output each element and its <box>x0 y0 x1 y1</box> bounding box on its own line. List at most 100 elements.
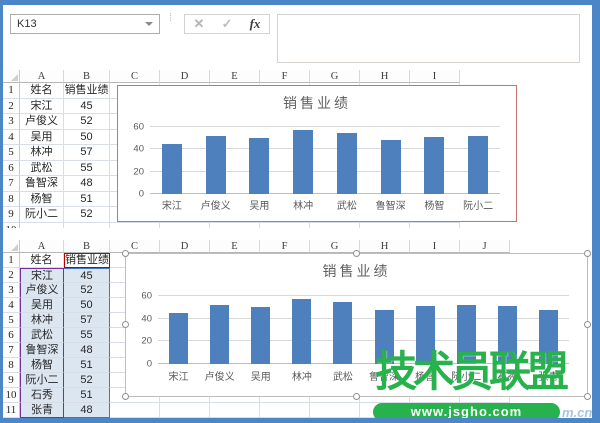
cell[interactable]: 48 <box>64 343 110 358</box>
bar[interactable] <box>424 137 445 194</box>
cell[interactable] <box>310 222 360 228</box>
cell[interactable] <box>410 222 460 228</box>
column-header[interactable]: A <box>20 70 64 83</box>
column-header[interactable]: C <box>110 240 160 253</box>
cell[interactable]: 杨智 <box>20 191 64 207</box>
cell[interactable]: 52 <box>64 283 110 298</box>
row-header[interactable]: 2 <box>3 268 20 283</box>
bar[interactable] <box>161 143 182 194</box>
cell[interactable]: 55 <box>64 160 110 176</box>
enter-icon[interactable]: ✓ <box>221 16 233 31</box>
chart-selection-handle[interactable] <box>122 321 129 328</box>
cell[interactable] <box>260 403 310 418</box>
cell[interactable]: 50 <box>64 298 110 313</box>
cell[interactable]: 姓名 <box>20 83 64 99</box>
sales-chart-updated[interactable]: 销售业绩 0 20 40 60 宋江 卢俊义 吴用 林冲 武松 鲁智深 杨智 阮小二 石秀 张青 <box>122 250 591 400</box>
row-header[interactable]: 8 <box>3 358 20 373</box>
name-box[interactable]: K13 <box>10 14 160 34</box>
select-all-corner[interactable] <box>3 70 20 83</box>
bar[interactable] <box>538 309 558 364</box>
cell[interactable]: 宋江 <box>20 98 64 114</box>
chart-selection-handle[interactable] <box>352 250 360 257</box>
cell[interactable] <box>110 403 160 418</box>
bar[interactable] <box>497 306 517 364</box>
bar[interactable] <box>333 301 353 364</box>
row-header[interactable]: 7 <box>3 176 20 192</box>
cell[interactable] <box>160 403 210 418</box>
cell[interactable]: 石秀 <box>20 388 64 403</box>
cell[interactable]: 48 <box>64 176 110 192</box>
cell[interactable]: 51 <box>64 358 110 373</box>
row-header[interactable]: 5 <box>3 145 20 161</box>
bar[interactable] <box>249 138 270 194</box>
chart-selection-handle[interactable] <box>122 250 129 257</box>
cell[interactable]: 52 <box>64 114 110 130</box>
row-header[interactable]: 9 <box>3 207 20 223</box>
row-header[interactable]: 4 <box>3 298 20 313</box>
chart-selection-handle[interactable] <box>352 393 360 400</box>
cell[interactable]: 销售业绩 <box>64 253 110 268</box>
bar[interactable] <box>374 309 394 364</box>
row-header[interactable]: 2 <box>3 98 20 114</box>
cell[interactable]: 鲁智深 <box>20 343 64 358</box>
cell[interactable] <box>64 222 110 228</box>
cell[interactable]: 杨智 <box>20 358 64 373</box>
column-header[interactable]: A <box>20 240 64 253</box>
cell[interactable]: 姓名 <box>20 253 64 268</box>
cell[interactable]: 55 <box>64 328 110 343</box>
bar[interactable] <box>205 135 226 194</box>
column-header[interactable]: G <box>310 240 360 253</box>
chart-selection-handle[interactable] <box>122 393 129 400</box>
formula-bar[interactable] <box>277 14 580 63</box>
bar[interactable] <box>336 132 357 194</box>
bar[interactable] <box>456 305 476 364</box>
row-header[interactable]: 7 <box>3 343 20 358</box>
cell[interactable]: 51 <box>64 388 110 403</box>
cell[interactable]: 48 <box>64 403 110 418</box>
cell[interactable]: 52 <box>64 373 110 388</box>
column-header[interactable]: J <box>460 240 510 253</box>
row-header[interactable]: 3 <box>3 114 20 130</box>
cell[interactable]: 吴用 <box>20 298 64 313</box>
bar[interactable] <box>292 299 312 364</box>
select-all-corner[interactable] <box>3 240 20 253</box>
cell[interactable] <box>160 222 210 228</box>
row-header[interactable]: 9 <box>3 373 20 388</box>
cell[interactable] <box>360 222 410 228</box>
row-header[interactable]: 5 <box>3 313 20 328</box>
cell[interactable]: 卢俊义 <box>20 114 64 130</box>
column-header[interactable]: F <box>260 240 310 253</box>
row-header[interactable]: 6 <box>3 328 20 343</box>
bar[interactable] <box>210 305 230 364</box>
bar[interactable] <box>380 140 401 194</box>
column-header[interactable]: I <box>410 70 460 83</box>
cell[interactable]: 武松 <box>20 328 64 343</box>
chart-selection-handle[interactable] <box>584 321 591 328</box>
cancel-icon[interactable]: ✕ <box>193 16 205 31</box>
bar[interactable] <box>415 306 435 364</box>
column-header[interactable]: D <box>160 70 210 83</box>
row-header[interactable]: 3 <box>3 283 20 298</box>
chart-selection-handle[interactable] <box>584 250 591 257</box>
column-header[interactable]: H <box>360 240 410 253</box>
column-header[interactable]: B <box>64 70 110 83</box>
cell[interactable]: 52 <box>64 207 110 223</box>
cell[interactable]: 张青 <box>20 403 64 418</box>
name-box-dropdown-icon[interactable] <box>145 22 153 26</box>
column-header[interactable]: F <box>260 70 310 83</box>
chart-selection-handle[interactable] <box>584 393 591 400</box>
cell[interactable]: 51 <box>64 191 110 207</box>
cell[interactable]: 卢俊义 <box>20 283 64 298</box>
column-header[interactable]: C <box>110 70 160 83</box>
cell[interactable] <box>210 222 260 228</box>
sales-chart-original[interactable]: 销售业绩 0 20 40 60 宋江 卢俊义 吴用 林冲 武松 鲁智深 杨智 阮小二 <box>117 85 517 222</box>
cell[interactable]: 武松 <box>20 160 64 176</box>
column-header[interactable]: I <box>410 240 460 253</box>
bar[interactable] <box>293 130 314 194</box>
cell[interactable]: 57 <box>64 313 110 328</box>
row-header[interactable]: 10 <box>3 222 20 228</box>
cell[interactable]: 林冲 <box>20 313 64 328</box>
column-header[interactable]: H <box>360 70 410 83</box>
cell[interactable]: 50 <box>64 129 110 145</box>
cell[interactable]: 林冲 <box>20 145 64 161</box>
